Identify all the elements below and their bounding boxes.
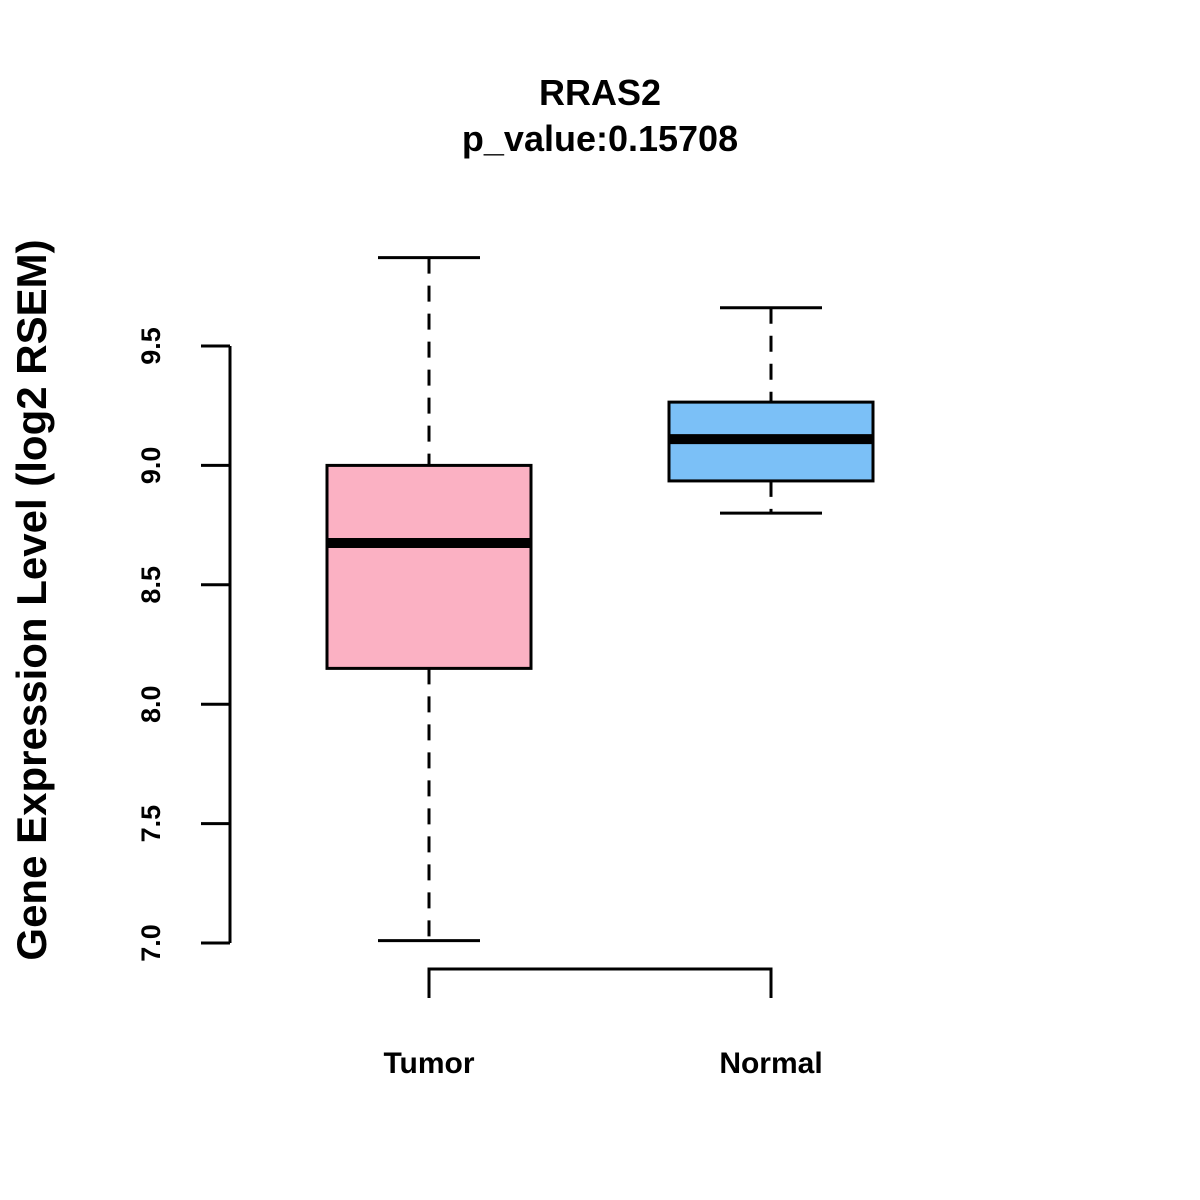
y-axis-label: Gene Expression Level (log2 RSEM) bbox=[8, 239, 55, 960]
y-tick-label: 9.5 bbox=[136, 327, 166, 365]
comparison-bracket bbox=[427, 967, 773, 998]
bracket-line bbox=[427, 967, 773, 998]
y-tick-label: 7.0 bbox=[136, 924, 166, 962]
y-axis: 7.0 7.5 8.0 8.5 9.0 9.5 bbox=[136, 327, 232, 962]
chart-title: RRAS2 bbox=[539, 72, 661, 113]
x-label-tumor: Tumor bbox=[383, 1047, 474, 1080]
y-tick-label: 9.0 bbox=[136, 447, 166, 485]
chart-subtitle: p_value:0.15708 bbox=[462, 118, 738, 159]
x-axis-labels: Tumor Normal bbox=[383, 1047, 822, 1080]
box-tumor bbox=[325, 256, 533, 943]
iqr-box bbox=[325, 463, 533, 670]
boxes bbox=[325, 256, 875, 943]
box-normal bbox=[667, 306, 875, 515]
y-tick-label: 7.5 bbox=[136, 805, 166, 843]
x-label-normal: Normal bbox=[719, 1047, 822, 1080]
y-tick-label: 8.5 bbox=[136, 566, 166, 604]
y-tick-label: 8.0 bbox=[136, 685, 166, 723]
